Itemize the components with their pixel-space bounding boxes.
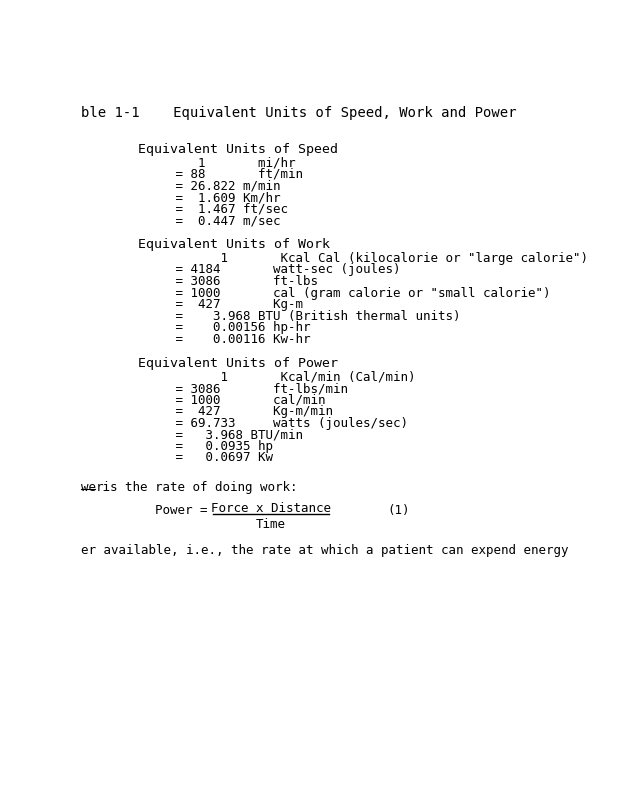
- Text: = 3086       ft-lbs: = 3086 ft-lbs: [153, 275, 318, 288]
- Text: =  1.609 Km/hr: = 1.609 Km/hr: [153, 191, 281, 204]
- Text: Equivalent Units of Power: Equivalent Units of Power: [138, 356, 337, 370]
- Text: = 1000       cal (gram calorie or "small calorie"): = 1000 cal (gram calorie or "small calor…: [153, 287, 550, 299]
- Text: 1       Kcal Cal (kilocalorie or "large calorie"): 1 Kcal Cal (kilocalorie or "large calori…: [153, 252, 588, 265]
- Text: 1       Kcal/min (Cal/min): 1 Kcal/min (Cal/min): [153, 371, 416, 383]
- Text: ble 1-1    Equivalent Units of Speed, Work and Power: ble 1-1 Equivalent Units of Speed, Work …: [81, 107, 516, 120]
- Text: =   0.0697 Kw: = 0.0697 Kw: [153, 451, 273, 465]
- Text: = 1000       cal/min: = 1000 cal/min: [153, 393, 326, 407]
- Text: =  0.447 m/sec: = 0.447 m/sec: [153, 214, 281, 228]
- Text: Equivalent Units of Speed: Equivalent Units of Speed: [138, 142, 337, 156]
- Text: is the rate of doing work:: is the rate of doing work:: [95, 481, 297, 495]
- Text: =   3.968 BTU/min: = 3.968 BTU/min: [153, 428, 303, 441]
- Text: Time: Time: [256, 518, 286, 532]
- Text: (1): (1): [387, 504, 410, 517]
- Text: Equivalent Units of Work: Equivalent Units of Work: [138, 238, 329, 251]
- Text: =   0.0935 hp: = 0.0935 hp: [153, 440, 273, 453]
- Text: =  427       Kg-m/min: = 427 Kg-m/min: [153, 405, 333, 418]
- Text: = 4184       watt-sec (joules): = 4184 watt-sec (joules): [153, 263, 400, 276]
- Text: wer: wer: [81, 481, 104, 495]
- Text: =    0.00156 hp-hr: = 0.00156 hp-hr: [153, 322, 310, 334]
- Text: er available, i.e., the rate at which a patient can expend energy: er available, i.e., the rate at which a …: [81, 544, 568, 557]
- Text: = 26.822 m/min: = 26.822 m/min: [153, 179, 281, 193]
- Text: =    0.00116 Kw-hr: = 0.00116 Kw-hr: [153, 333, 310, 346]
- Text: Force x Distance: Force x Distance: [211, 502, 331, 515]
- Text: Power =: Power =: [155, 504, 207, 517]
- Text: =  1.467 ft/sec: = 1.467 ft/sec: [153, 202, 288, 216]
- Text: = 3086       ft-lbs/min: = 3086 ft-lbs/min: [153, 382, 348, 395]
- Text: = 88       ft/min: = 88 ft/min: [153, 168, 303, 181]
- Text: =    3.968 BTU (British thermal units): = 3.968 BTU (British thermal units): [153, 310, 460, 322]
- Text: = 69.733     watts (joules/sec): = 69.733 watts (joules/sec): [153, 416, 408, 430]
- Text: 1       mi/hr: 1 mi/hr: [153, 156, 296, 169]
- Text: =  427       Kg-m: = 427 Kg-m: [153, 298, 303, 311]
